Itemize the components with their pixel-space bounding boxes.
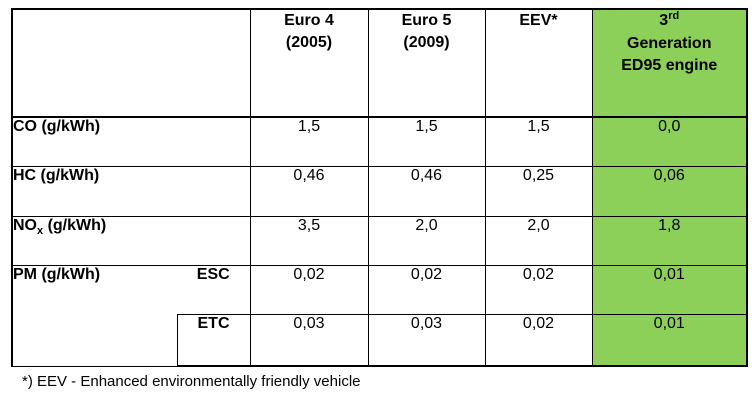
header-eev-label: EEV* (519, 12, 558, 29)
header-euro4: Euro 4 (2005) (249, 7, 369, 119)
cell-esc-ed95: 0,01 (591, 264, 748, 315)
header-ed95: 3rd Generation ED95 engine (591, 7, 748, 119)
generation-number: 3 (659, 12, 669, 29)
cell-esc-eev: 0,02 (484, 264, 593, 315)
header-ed95-engine: ED95 engine (621, 57, 718, 74)
table-row-hc: HC (g/kWh) 0,46 0,46 0,25 0,06 (11, 166, 748, 217)
cell-etc-eev: 0,02 (484, 313, 593, 367)
cell-co-eev: 1,5 (484, 116, 593, 168)
cell-nox-eev: 2,0 (484, 215, 593, 266)
header-ed95-generation-number: 3rd (593, 10, 747, 33)
table-row-co: CO (g/kWh) 1,5 1,5 1,5 0,0 (11, 116, 748, 168)
header-euro4-year: (2005) (285, 34, 333, 51)
generation-ordinal-suffix: rd (668, 10, 680, 22)
cell-etc-euro4: 0,03 (249, 313, 369, 367)
header-empty-cell (11, 7, 251, 119)
row-label-esc: ESC (177, 264, 251, 315)
row-label-pm: PM (g/kWh) (11, 264, 177, 367)
cell-co-ed95: 0,0 (591, 116, 748, 168)
header-euro4-name: Euro 4 (284, 12, 334, 29)
row-label-nox: NOx (g/kWh) (11, 215, 251, 266)
header-euro5-name: Euro 5 (401, 12, 452, 29)
nox-label-subscript: x (37, 224, 44, 237)
row-label-co: CO (g/kWh) (11, 116, 251, 168)
cell-co-euro4: 1,5 (249, 116, 369, 168)
cell-etc-ed95: 0,01 (591, 313, 748, 367)
cell-hc-eev: 0,25 (484, 166, 593, 217)
cell-nox-euro5: 2,0 (367, 215, 486, 266)
cell-esc-euro5: 0,02 (367, 264, 486, 315)
emissions-comparison-table: Euro 4 (2005) Euro 5 (2009) EEV* 3rd Gen… (11, 7, 748, 367)
cell-hc-euro5: 0,46 (367, 166, 486, 217)
table-row-nox: NOx (g/kWh) 3,5 2,0 2,0 1,8 (11, 215, 748, 266)
header-eev: EEV* (484, 7, 593, 119)
header-euro5: Euro 5 (2009) (367, 7, 486, 119)
row-label-hc: HC (g/kWh) (11, 166, 251, 217)
header-ed95-generation: Generation (627, 35, 712, 52)
cell-co-euro5: 1,5 (367, 116, 486, 168)
footnote: *) EEV - Enhanced environmentally friend… (22, 373, 361, 390)
cell-nox-ed95: 1,8 (591, 215, 748, 266)
header-euro5-year: (2009) (403, 34, 450, 51)
cell-esc-euro4: 0,02 (249, 264, 369, 315)
cell-nox-euro4: 3,5 (249, 215, 369, 266)
table-row-pm-esc: PM (g/kWh) ESC 0,02 0,02 0,02 0,01 (11, 264, 748, 367)
row-label-etc: ETC (176, 313, 251, 367)
cell-hc-euro4: 0,46 (249, 166, 369, 217)
table-row-pm-etc: ETC 0,03 0,03 0,02 0,01 (12, 313, 748, 367)
nox-label-main: NO (13, 216, 37, 234)
nox-label-unit: (g/kWh) (43, 216, 107, 234)
cell-etc-euro5: 0,03 (367, 313, 486, 367)
cell-hc-ed95: 0,06 (591, 166, 748, 217)
